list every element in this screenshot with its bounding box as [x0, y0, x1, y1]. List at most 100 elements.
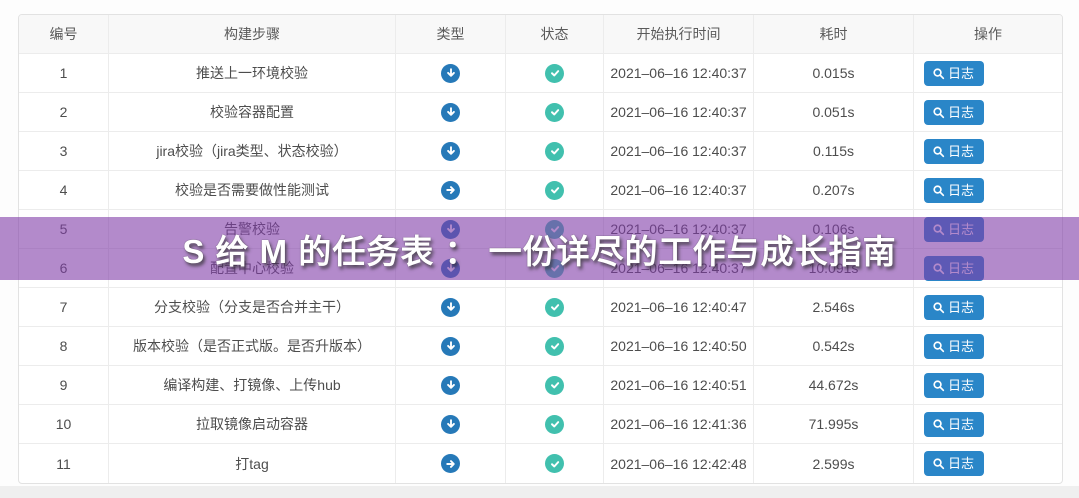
build-steps-table: 编号 构建步骤 类型 状态 开始执行时间 耗时 操作 1 推送上一环境校验 2021… — [18, 14, 1063, 484]
status-success-icon — [545, 219, 564, 239]
table-row: 8 版本校验（是否正式版。是否升版本） 2021–06–16 12:40:50 0.5… — [19, 327, 1062, 366]
cell-type — [396, 54, 506, 93]
table-row: 4 校验是否需要做性能测试 2021–06–16 12:40:37 0.207s 日志 — [19, 171, 1062, 210]
log-button-label: 日志 — [948, 104, 975, 120]
table-row: 7 分支校验（分支是否合并主干） 2021–06–16 12:40:47 2.546s… — [19, 288, 1062, 327]
status-success-icon — [545, 258, 564, 278]
cell-status — [506, 405, 604, 444]
search-icon — [932, 301, 945, 314]
table-row: 10 拉取镜像启动容器 2021–06–16 12:41:36 71.995s 日志 — [19, 405, 1062, 444]
cell-actions: 日志 — [914, 327, 1062, 366]
cell-type — [396, 249, 506, 288]
column-header-duration: 耗时 — [754, 15, 914, 54]
log-button[interactable]: 日志 — [924, 333, 985, 359]
cell-start-time: 2021–06–16 12:40:37 — [604, 210, 754, 249]
cell-number: 2 — [19, 93, 109, 132]
cell-step: 分支校验（分支是否合并主干） — [109, 288, 396, 327]
log-button-label: 日志 — [948, 143, 975, 159]
type-right-arrow-icon — [441, 454, 460, 473]
cell-actions: 日志 — [914, 444, 1062, 483]
table-body: 1 推送上一环境校验 2021–06–16 12:40:37 0.015s 日志 2 校验容… — [19, 54, 1062, 483]
log-button[interactable]: 日志 — [924, 372, 985, 398]
status-success-icon — [545, 102, 564, 122]
log-button[interactable]: 日志 — [924, 294, 985, 320]
table-row: 6 配置中心校验 2021–06–16 12:40:37 10.091s 日志 — [19, 249, 1062, 288]
cell-start-time: 2021–06–16 12:40:51 — [604, 366, 754, 405]
cell-step: 推送上一环境校验 — [109, 54, 396, 93]
cell-step: 打tag — [109, 444, 396, 483]
type-down-arrow-icon — [441, 375, 460, 395]
cell-type — [396, 327, 506, 366]
log-button-label: 日志 — [948, 182, 975, 198]
cell-number: 7 — [19, 288, 109, 327]
log-button[interactable]: 日志 — [924, 451, 985, 476]
cell-type — [396, 288, 506, 327]
search-icon — [932, 223, 945, 236]
log-button-label: 日志 — [948, 299, 975, 315]
cell-start-time: 2021–06–16 12:40:37 — [604, 54, 754, 93]
cell-status — [506, 171, 604, 210]
cell-start-time: 2021–06–16 12:40:37 — [604, 249, 754, 288]
cell-duration: 44.672s — [754, 366, 914, 405]
search-icon — [932, 262, 945, 275]
cell-step: 配置中心校验 — [109, 249, 396, 288]
cell-start-time: 2021–06–16 12:41:36 — [604, 405, 754, 444]
log-button[interactable]: 日志 — [924, 255, 985, 281]
type-down-arrow-icon — [441, 219, 460, 239]
cell-step: 校验是否需要做性能测试 — [109, 171, 396, 210]
cell-status — [506, 132, 604, 171]
cell-start-time: 2021–06–16 12:40:37 — [604, 132, 754, 171]
cell-duration: 2.546s — [754, 288, 914, 327]
page-background: 编号 构建步骤 类型 状态 开始执行时间 耗时 操作 1 推送上一环境校验 2021… — [0, 0, 1079, 486]
cell-type — [396, 405, 506, 444]
column-header-start-time: 开始执行时间 — [604, 15, 754, 54]
log-button-label: 日志 — [948, 65, 975, 81]
cell-start-time: 2021–06–16 12:40:50 — [604, 327, 754, 366]
cell-actions: 日志 — [914, 93, 1062, 132]
search-icon — [932, 340, 945, 353]
cell-step: 校验容器配置 — [109, 93, 396, 132]
cell-actions: 日志 — [914, 210, 1062, 249]
search-icon — [932, 106, 945, 119]
log-button-label: 日志 — [948, 338, 975, 354]
log-button-label: 日志 — [948, 221, 975, 237]
table-header: 编号 构建步骤 类型 状态 开始执行时间 耗时 操作 — [19, 15, 1062, 54]
cell-actions: 日志 — [914, 54, 1062, 93]
cell-number: 1 — [19, 54, 109, 93]
status-success-icon — [545, 454, 564, 473]
cell-number: 4 — [19, 171, 109, 210]
log-button[interactable]: 日志 — [924, 177, 985, 203]
cell-step: 版本校验（是否正式版。是否升版本） — [109, 327, 396, 366]
cell-number: 11 — [19, 444, 109, 483]
log-button[interactable]: 日志 — [924, 216, 985, 242]
search-icon — [932, 184, 945, 197]
cell-actions: 日志 — [914, 288, 1062, 327]
type-down-arrow-icon — [441, 414, 460, 434]
cell-number: 8 — [19, 327, 109, 366]
search-icon — [932, 457, 945, 470]
cell-type — [396, 366, 506, 405]
status-success-icon — [545, 141, 564, 161]
status-success-icon — [545, 63, 564, 83]
cell-start-time: 2021–06–16 12:40:37 — [604, 93, 754, 132]
log-button-label: 日志 — [948, 416, 975, 432]
cell-number: 3 — [19, 132, 109, 171]
cell-start-time: 2021–06–16 12:42:48 — [604, 444, 754, 483]
cell-status — [506, 366, 604, 405]
type-down-arrow-icon — [441, 141, 460, 161]
log-button[interactable]: 日志 — [924, 99, 985, 125]
log-button-label: 日志 — [948, 377, 975, 393]
log-button[interactable]: 日志 — [924, 411, 985, 437]
cell-actions: 日志 — [914, 405, 1062, 444]
cell-status — [506, 54, 604, 93]
table-row: 2 校验容器配置 2021–06–16 12:40:37 0.051s 日志 — [19, 93, 1062, 132]
type-right-arrow-icon — [441, 180, 460, 200]
table-row: 11 打tag 2021–06–16 12:42:48 2.599s 日志 — [19, 444, 1062, 483]
cell-step: 告警校验 — [109, 210, 396, 249]
log-button[interactable]: 日志 — [924, 60, 985, 86]
log-button[interactable]: 日志 — [924, 138, 985, 164]
cell-duration: 2.599s — [754, 444, 914, 483]
cell-duration: 0.542s — [754, 327, 914, 366]
log-button-label: 日志 — [948, 456, 975, 471]
cell-type — [396, 132, 506, 171]
